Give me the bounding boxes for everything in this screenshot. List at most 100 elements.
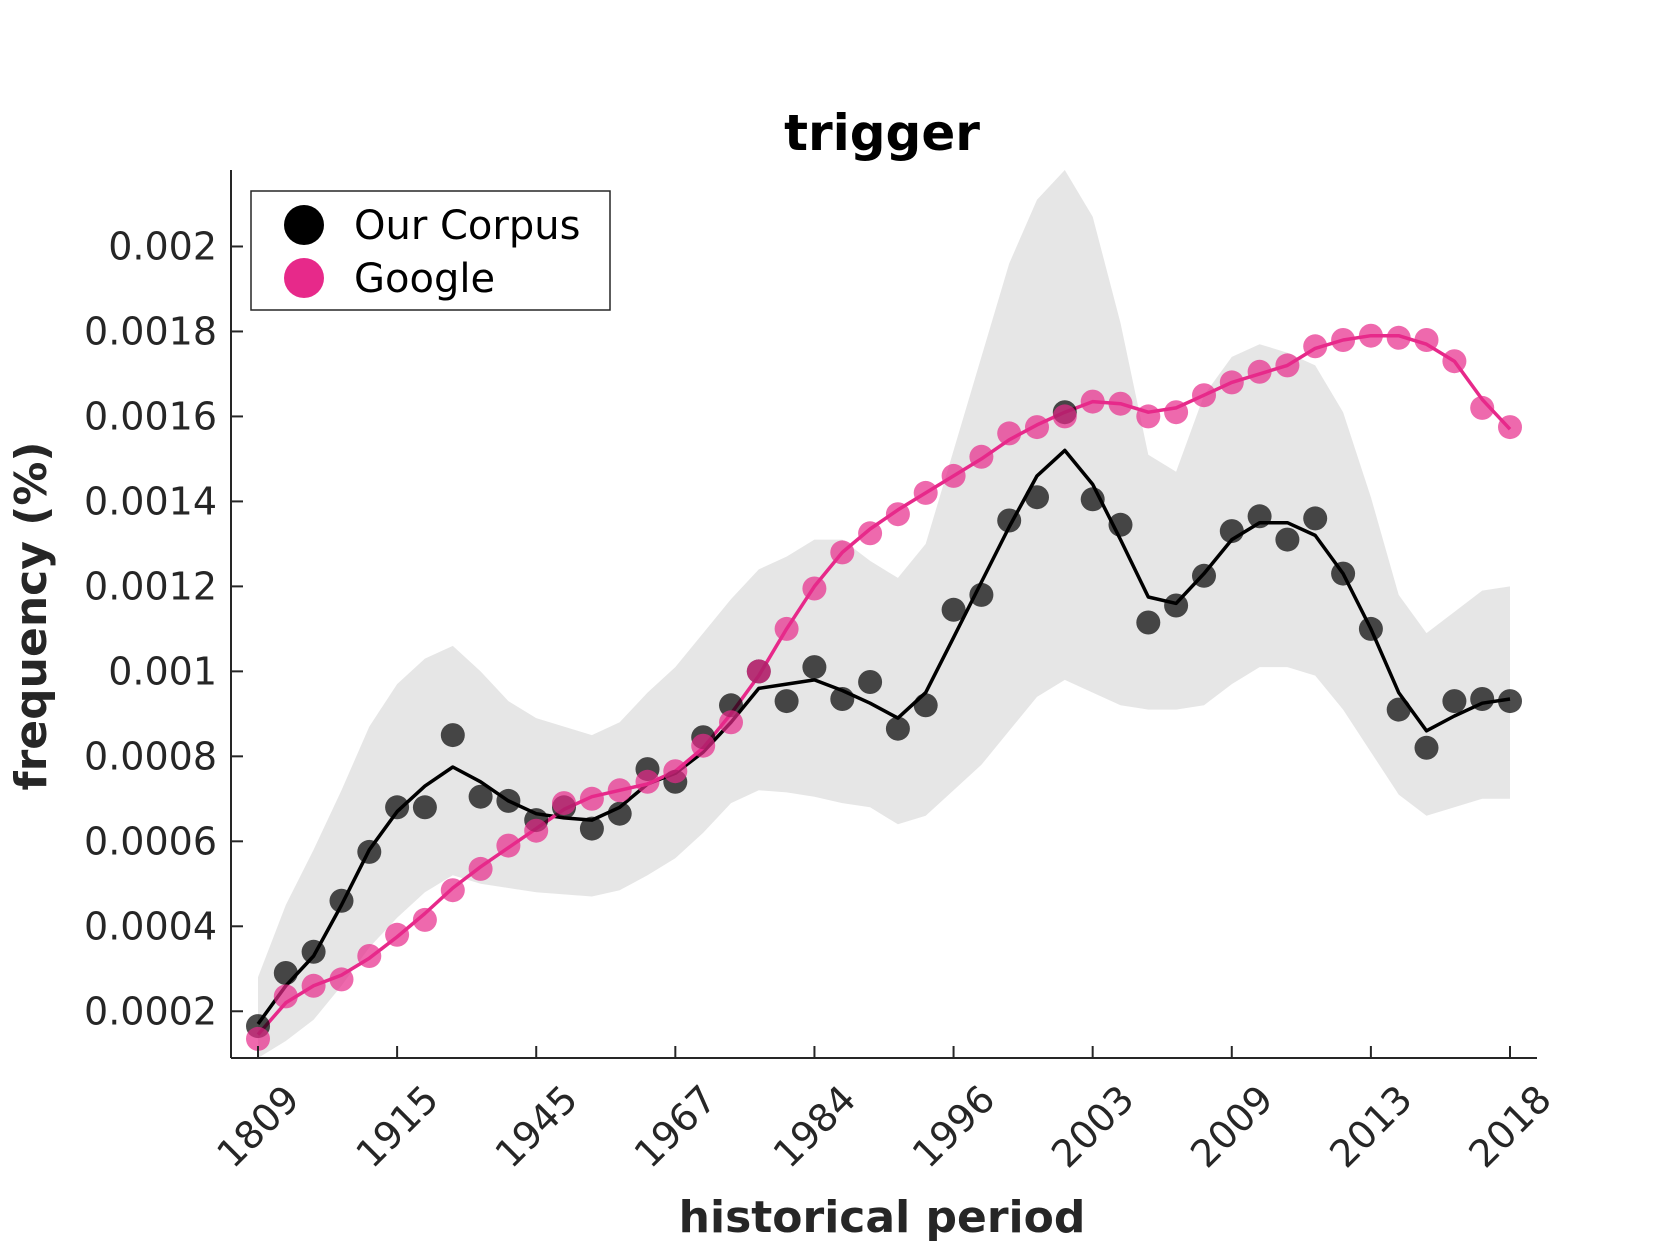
google-data-point bbox=[246, 1026, 270, 1051]
google-data-point bbox=[997, 421, 1022, 446]
our-corpus-data-point bbox=[1136, 610, 1161, 635]
google-data-point bbox=[1108, 391, 1133, 416]
our-corpus-data-point bbox=[1192, 563, 1216, 588]
our-corpus-data-point bbox=[1247, 504, 1272, 529]
y-ticks: 0.0002 0.0004 0.0006 0.0008 0.001 0.0012 0.001… bbox=[84, 224, 243, 1033]
google-data-point bbox=[830, 540, 855, 565]
data-point-layer bbox=[246, 323, 1522, 1051]
google-data-point bbox=[496, 833, 521, 858]
google-data-point bbox=[1247, 359, 1272, 384]
google-data-point bbox=[1136, 404, 1161, 429]
series-line-layer bbox=[256, 333, 1512, 1036]
y-tick-label: 0.0002 bbox=[84, 989, 217, 1033]
google-data-point bbox=[357, 944, 382, 968]
our-corpus-data-point bbox=[1080, 487, 1105, 512]
google-data-point bbox=[468, 856, 493, 881]
our-corpus-data-point bbox=[1358, 616, 1383, 641]
google-data-point bbox=[1470, 395, 1495, 420]
our-corpus-data-point bbox=[774, 689, 799, 714]
google-data-point bbox=[941, 463, 966, 488]
x-tick-label: 1967 bbox=[626, 1077, 726, 1177]
google-data-point bbox=[1275, 353, 1300, 378]
y-tick-label: 0.0016 bbox=[84, 394, 217, 438]
google-data-point bbox=[1331, 328, 1356, 352]
our-corpus-data-point bbox=[440, 723, 465, 748]
our-corpus-data-point bbox=[830, 687, 855, 711]
y-tick-label: 0.001 bbox=[108, 649, 217, 693]
y-tick-label: 0.0008 bbox=[84, 734, 217, 778]
google-data-point bbox=[524, 818, 549, 843]
our-corpus-data-point bbox=[1386, 697, 1411, 722]
google-data-point bbox=[1498, 415, 1522, 440]
google-data-point bbox=[1025, 415, 1049, 440]
our-corpus-data-point bbox=[273, 961, 298, 985]
our-corpus-data-point bbox=[997, 508, 1022, 533]
y-tick-label: 0.0012 bbox=[84, 564, 217, 608]
our-corpus-data-point bbox=[1275, 527, 1300, 552]
google-data-point bbox=[301, 973, 326, 998]
google-data-point bbox=[1442, 349, 1467, 374]
x-tick-label: 2009 bbox=[1182, 1077, 1282, 1177]
x-axis-label: historical period bbox=[679, 1192, 1086, 1243]
y-tick-label: 0.0006 bbox=[84, 819, 217, 863]
google-data-point bbox=[1219, 370, 1244, 395]
google-data-point bbox=[1358, 323, 1383, 348]
our-corpus-data-point bbox=[1303, 506, 1328, 531]
y-axis-label: frequency (%) bbox=[6, 441, 57, 790]
our-corpus-data-point bbox=[496, 788, 521, 813]
google-data-point bbox=[635, 769, 660, 794]
our-corpus-data-point bbox=[1470, 687, 1495, 711]
x-tick-label: 1945 bbox=[487, 1077, 587, 1177]
google-data-point bbox=[1164, 400, 1189, 425]
our-corpus-data-point bbox=[1331, 561, 1356, 586]
our-corpus-data-point bbox=[885, 716, 910, 741]
google-data-point bbox=[579, 786, 604, 811]
google-data-point bbox=[440, 878, 465, 903]
x-tick-label: 1996 bbox=[904, 1077, 1004, 1177]
x-tick-label: 2003 bbox=[1043, 1077, 1143, 1177]
google-data-point bbox=[858, 521, 883, 546]
google-data-point bbox=[663, 759, 688, 784]
google-data-point bbox=[913, 480, 938, 505]
axes bbox=[230, 170, 1537, 1059]
google-trend-line bbox=[256, 333, 1512, 1036]
our-corpus-data-point bbox=[802, 655, 827, 680]
google-data-point bbox=[552, 791, 576, 816]
our-corpus-data-point bbox=[1414, 735, 1439, 760]
google-data-point bbox=[1080, 389, 1105, 414]
our-corpus-confidence-band bbox=[258, 170, 1510, 1058]
google-data-point bbox=[719, 710, 743, 735]
legend-marker-our-corpus bbox=[284, 205, 324, 245]
our-corpus-data-point bbox=[1219, 519, 1244, 544]
legend-label-google: Google bbox=[354, 256, 495, 302]
our-corpus-data-point bbox=[468, 784, 493, 809]
x-tick-label: 2013 bbox=[1321, 1077, 1421, 1177]
google-data-point bbox=[273, 984, 298, 1009]
our-corpus-data-point bbox=[941, 597, 966, 622]
google-data-point bbox=[802, 576, 827, 601]
our-corpus-data-point bbox=[329, 888, 354, 913]
y-tick-label: 0.0004 bbox=[84, 904, 217, 948]
our-corpus-data-point bbox=[1025, 485, 1049, 510]
our-corpus-data-point bbox=[385, 795, 410, 820]
our-corpus-data-point bbox=[607, 801, 632, 826]
our-corpus-data-point bbox=[913, 693, 938, 718]
google-data-point bbox=[1386, 325, 1411, 350]
our-corpus-data-point bbox=[719, 693, 743, 718]
google-data-point bbox=[969, 444, 994, 469]
x-tick-label: 2018 bbox=[1460, 1077, 1560, 1177]
google-data-point bbox=[329, 967, 354, 992]
google-data-point bbox=[1052, 404, 1077, 429]
legend: Our Corpus Google bbox=[250, 190, 611, 311]
google-data-point bbox=[412, 907, 437, 932]
our-corpus-data-point bbox=[969, 582, 994, 607]
our-corpus-data-point bbox=[1498, 689, 1522, 714]
y-tick-label: 0.002 bbox=[108, 224, 217, 268]
our-corpus-data-point bbox=[357, 839, 382, 864]
confidence-band-layer bbox=[258, 170, 1510, 1058]
google-data-point bbox=[607, 778, 632, 803]
google-data-point bbox=[774, 616, 799, 641]
our-corpus-data-point bbox=[858, 670, 883, 694]
y-tick-label: 0.0014 bbox=[84, 479, 217, 523]
